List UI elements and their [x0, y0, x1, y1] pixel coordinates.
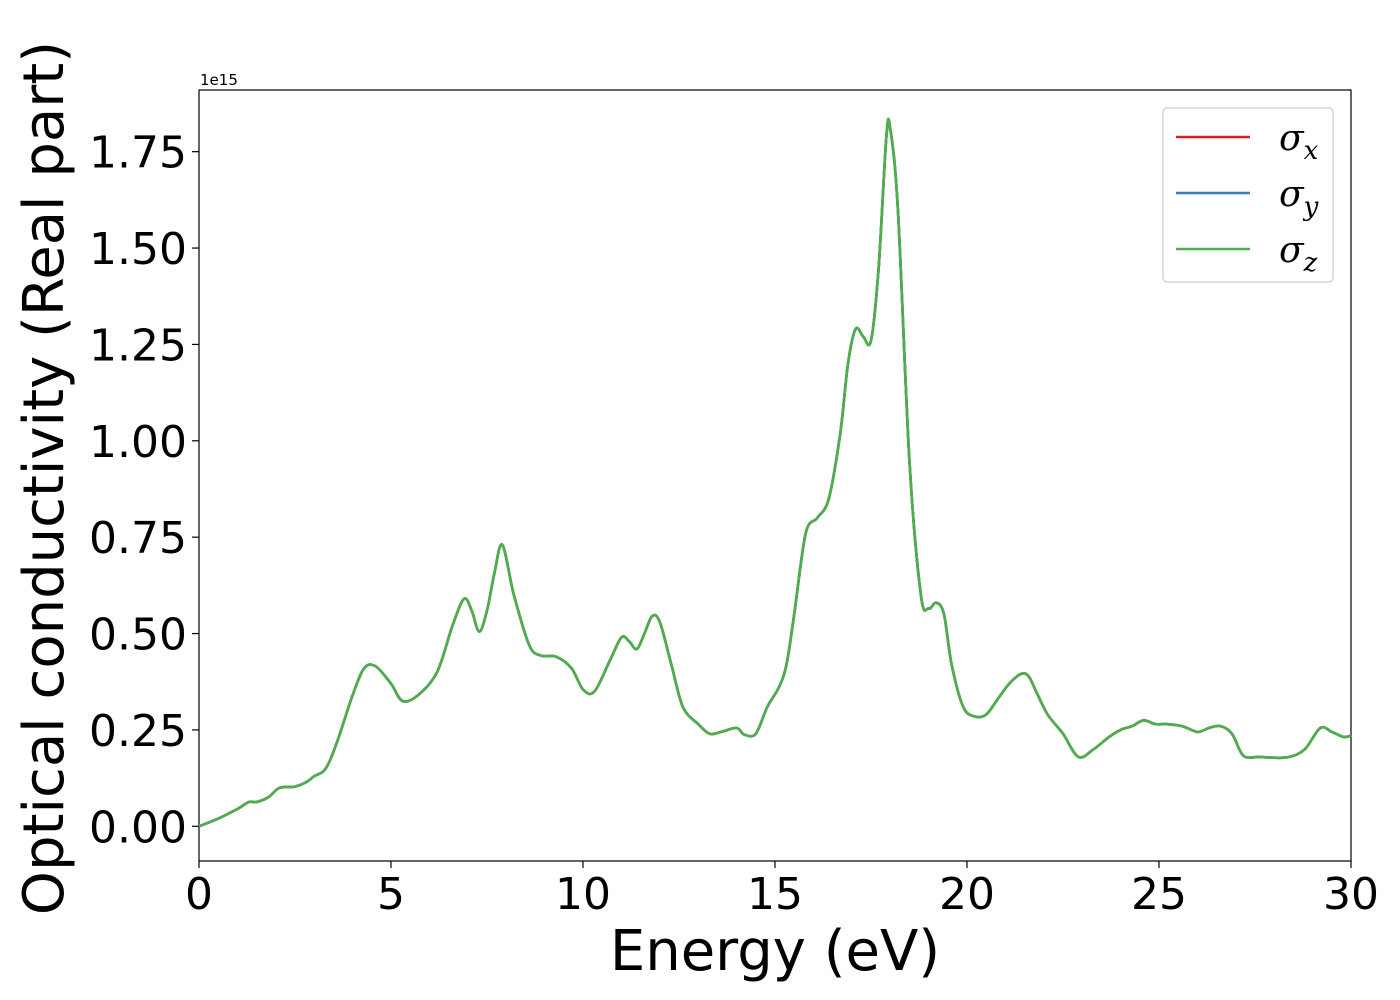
plot-frame — [198, 89, 1352, 862]
legend-label-z: σz — [1279, 230, 1318, 278]
legend: σx σy σz — [1162, 107, 1334, 283]
legend-items: σx σy σz — [1176, 118, 1319, 278]
y-axis-label: Optical conductivity (Real part) — [12, 41, 77, 915]
x-tick-label: 25 — [1131, 869, 1187, 920]
y-tick-label: 1.00 — [89, 417, 187, 468]
series-layer — [198, 117, 1352, 828]
legend-label-y: σy — [1279, 174, 1319, 222]
y-tick-label: 0.50 — [89, 610, 187, 661]
plot-area — [198, 89, 1352, 862]
x-tick-label: 30 — [1323, 869, 1379, 920]
y-offset-label: 1e15 — [200, 71, 238, 89]
x-axis-label: Energy (eV) — [610, 919, 940, 984]
x-tick-label: 5 — [377, 869, 405, 920]
y-tick-label: 0.00 — [89, 802, 187, 853]
y-tick-label: 0.75 — [89, 513, 187, 564]
x-tick-label: 15 — [747, 869, 803, 920]
series-line-z — [198, 117, 1352, 828]
y-tick-label: 1.75 — [89, 128, 187, 179]
y-tick-label: 0.25 — [89, 706, 187, 757]
legend-frame — [1162, 107, 1334, 283]
y-tick-label: 1.50 — [89, 224, 187, 275]
x-tick-label: 0 — [185, 869, 213, 920]
x-tick-label: 20 — [939, 869, 995, 920]
y-tick-label: 1.25 — [89, 320, 187, 371]
y-axis-ticks: 0.00 0.25 0.50 0.75 1.00 1.25 1.50 1.75 — [89, 128, 199, 853]
x-axis-ticks: 0 5 10 15 20 25 30 — [185, 861, 1379, 920]
x-tick-label: 10 — [555, 869, 611, 920]
legend-label-x: σx — [1279, 118, 1319, 166]
